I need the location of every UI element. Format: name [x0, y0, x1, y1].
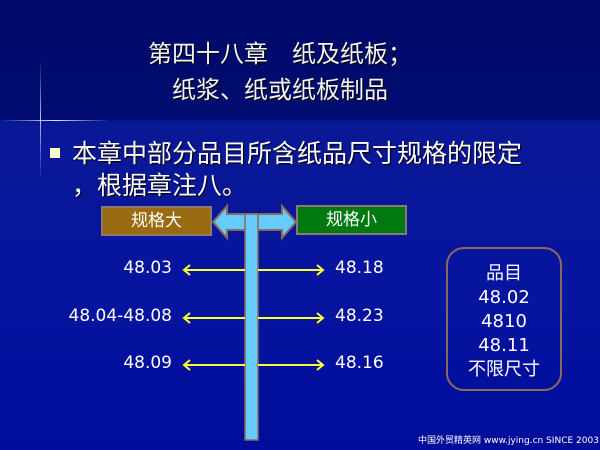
left-pointer-arrow-head — [182, 264, 191, 276]
smaller-heading-number: 48.16 — [335, 353, 384, 373]
left-pointer-arrow-head — [182, 359, 191, 371]
bullet-text-line1: 本章中部分品目所含纸品尺寸规格的限定 — [72, 139, 523, 168]
right-pointer-arrow-head — [316, 312, 325, 324]
smaller-heading-number: 48.18 — [335, 258, 384, 278]
right-pointer-arrow-head — [316, 359, 325, 371]
label-larger-size: 规格大 — [101, 206, 212, 236]
box-line: 48.02 — [478, 287, 530, 308]
left-pointer-arrow-head — [182, 312, 191, 324]
label-smaller-size: 规格小 — [296, 205, 407, 235]
slide-title-line2: 纸浆、纸或纸板制品 — [172, 76, 388, 104]
vertical-stem — [244, 213, 259, 441]
larger-heading-number: 48.04-48.08 — [68, 306, 172, 326]
box-line: 48.11 — [478, 335, 530, 356]
decor-horizontal-line — [0, 120, 110, 121]
box-line: 品目 — [486, 263, 522, 284]
footer-watermark: 中国外贸精英网 www.jying.cn SINCE 2003 — [418, 436, 599, 446]
right-pointer-arrow-head — [316, 264, 325, 276]
box-line: 不限尺寸 — [468, 359, 540, 380]
box-line: 4810 — [481, 311, 527, 332]
unrestricted-headings-box: 品目 48.02 4810 48.11 不限尺寸 — [446, 247, 562, 391]
larger-heading-number: 48.03 — [123, 258, 172, 278]
bullet-text-line2: ，根据章注八。 — [72, 171, 248, 200]
bullet-square-icon — [50, 148, 60, 158]
larger-heading-number: 48.09 — [123, 353, 172, 373]
slide-title-line1: 第四十八章 纸及纸板； — [148, 40, 412, 68]
smaller-heading-number: 48.23 — [335, 306, 384, 326]
